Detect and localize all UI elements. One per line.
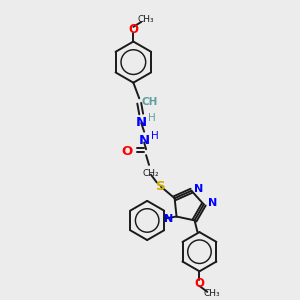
Text: H: H xyxy=(151,131,159,141)
Text: CH₂: CH₂ xyxy=(143,169,159,178)
Text: N: N xyxy=(139,134,150,147)
Text: H: H xyxy=(148,113,156,123)
Text: CH: CH xyxy=(141,98,158,107)
Text: N: N xyxy=(208,198,217,208)
Text: N: N xyxy=(136,116,147,129)
Text: O: O xyxy=(128,23,138,36)
Text: O: O xyxy=(194,277,205,290)
Text: O: O xyxy=(121,145,132,158)
Text: CH₃: CH₃ xyxy=(204,289,220,298)
Text: N: N xyxy=(194,184,204,194)
Text: S: S xyxy=(156,180,166,193)
Text: N: N xyxy=(164,214,174,224)
Text: CH₃: CH₃ xyxy=(138,16,154,25)
